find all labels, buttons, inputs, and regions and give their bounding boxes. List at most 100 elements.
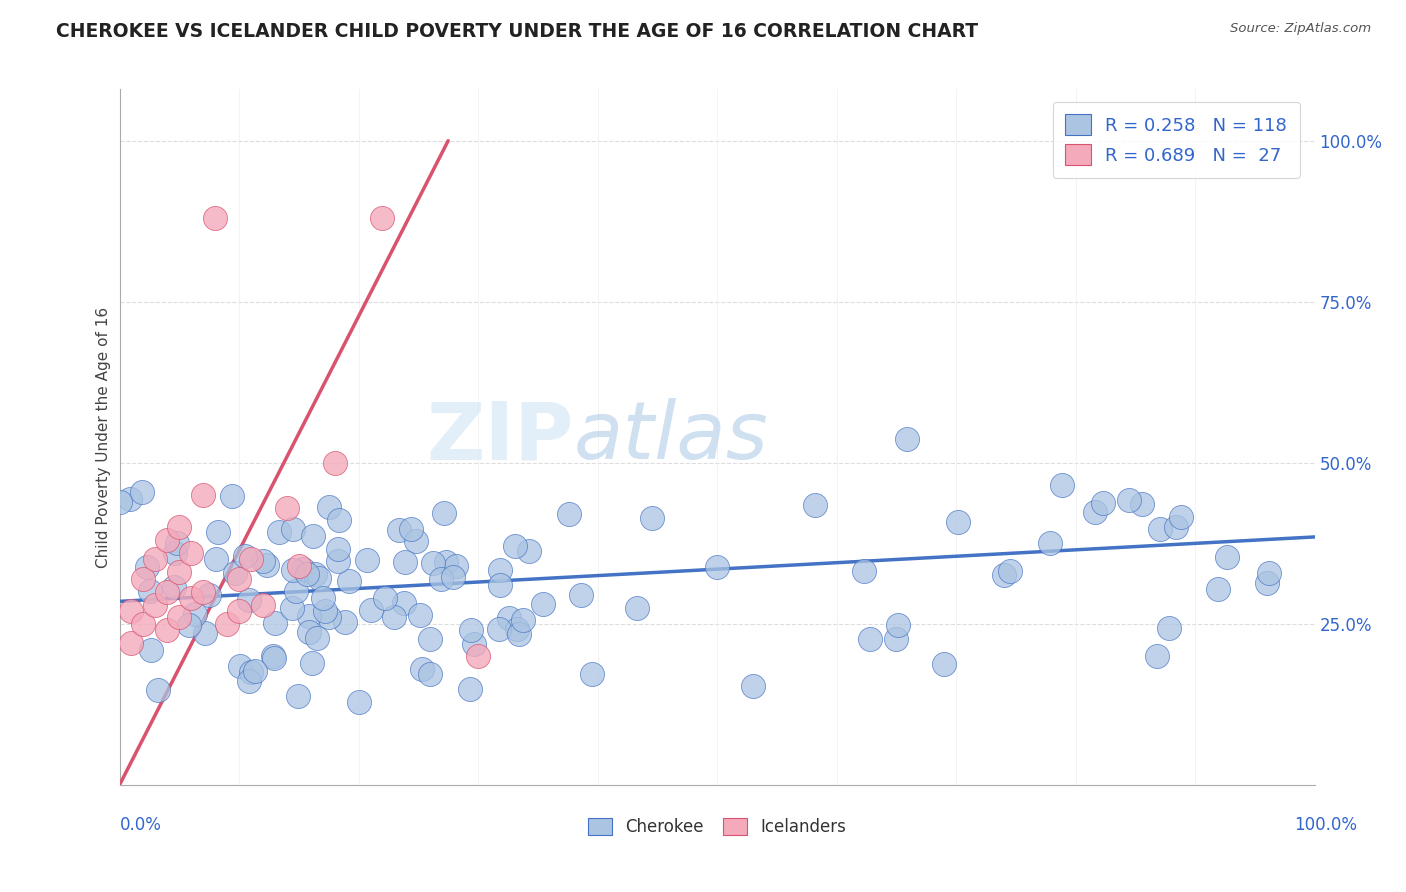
Point xyxy=(460,623,482,637)
Point xyxy=(706,560,728,574)
Point xyxy=(394,555,416,569)
Y-axis label: Child Poverty Under the Age of 16: Child Poverty Under the Age of 16 xyxy=(96,307,111,567)
Point xyxy=(285,584,308,599)
Point xyxy=(180,591,202,606)
Point xyxy=(859,632,882,646)
Point xyxy=(221,489,243,503)
Point xyxy=(263,651,285,665)
Point xyxy=(409,607,432,622)
Point xyxy=(276,500,298,515)
Point xyxy=(1164,520,1187,534)
Point xyxy=(508,626,530,640)
Text: 0.0%: 0.0% xyxy=(120,816,162,834)
Point xyxy=(1258,566,1281,580)
Point xyxy=(307,631,329,645)
Point xyxy=(238,674,260,689)
Point xyxy=(281,600,304,615)
Point xyxy=(205,552,228,566)
Point xyxy=(262,648,284,663)
Legend: Cherokee, Icelanders: Cherokee, Icelanders xyxy=(582,811,852,843)
Point xyxy=(163,580,186,594)
Point xyxy=(328,542,350,557)
Point xyxy=(169,566,191,580)
Point xyxy=(433,506,456,520)
Point xyxy=(399,522,422,536)
Point xyxy=(581,666,603,681)
Point xyxy=(217,616,239,631)
Point xyxy=(1118,492,1140,507)
Point xyxy=(281,522,304,536)
Point xyxy=(177,618,200,632)
Point xyxy=(337,574,360,589)
Point xyxy=(1050,477,1073,491)
Point xyxy=(360,603,382,617)
Point xyxy=(121,636,143,650)
Point xyxy=(281,563,304,577)
Point xyxy=(191,584,215,599)
Point xyxy=(1216,549,1239,564)
Point xyxy=(165,546,187,560)
Point xyxy=(896,432,918,446)
Point xyxy=(467,649,489,664)
Point xyxy=(295,566,318,581)
Point xyxy=(298,609,321,624)
Point xyxy=(228,604,250,618)
Point xyxy=(853,564,876,578)
Point xyxy=(444,558,467,573)
Point xyxy=(184,607,207,621)
Point xyxy=(392,596,415,610)
Point xyxy=(1256,575,1278,590)
Point xyxy=(256,558,278,572)
Point xyxy=(489,563,512,577)
Point xyxy=(441,569,464,583)
Text: 100.0%: 100.0% xyxy=(1294,816,1357,834)
Point xyxy=(1084,505,1107,519)
Point xyxy=(207,524,229,539)
Point xyxy=(993,567,1015,582)
Point xyxy=(569,588,592,602)
Point xyxy=(430,572,453,586)
Point xyxy=(1170,509,1192,524)
Point xyxy=(145,552,166,566)
Text: Source: ZipAtlas.com: Source: ZipAtlas.com xyxy=(1230,22,1371,36)
Point xyxy=(180,546,202,560)
Point xyxy=(641,511,664,525)
Point xyxy=(463,637,485,651)
Point xyxy=(141,642,163,657)
Point xyxy=(506,622,529,636)
Point xyxy=(434,555,457,569)
Point xyxy=(517,544,540,558)
Point xyxy=(156,584,179,599)
Point xyxy=(156,533,179,548)
Point xyxy=(308,571,330,585)
Point xyxy=(121,604,143,618)
Point xyxy=(238,592,260,607)
Point xyxy=(318,609,340,624)
Point xyxy=(204,211,226,225)
Point xyxy=(318,500,340,515)
Point xyxy=(1206,582,1229,596)
Point xyxy=(531,597,554,611)
Point xyxy=(323,456,346,470)
Point xyxy=(374,591,396,606)
Point xyxy=(239,552,263,566)
Point xyxy=(388,524,411,538)
Point xyxy=(503,539,526,553)
Point xyxy=(288,558,311,573)
Point xyxy=(136,560,159,574)
Point xyxy=(512,613,534,627)
Point xyxy=(405,534,427,549)
Point xyxy=(419,632,441,647)
Point xyxy=(998,564,1021,578)
Point xyxy=(233,549,256,563)
Point xyxy=(371,211,394,225)
Point xyxy=(498,611,520,625)
Point xyxy=(197,588,219,602)
Point xyxy=(245,664,267,678)
Point xyxy=(314,604,336,618)
Point xyxy=(264,616,287,631)
Point xyxy=(301,656,323,670)
Point xyxy=(1149,523,1171,537)
Point xyxy=(229,659,252,673)
Point xyxy=(458,681,481,696)
